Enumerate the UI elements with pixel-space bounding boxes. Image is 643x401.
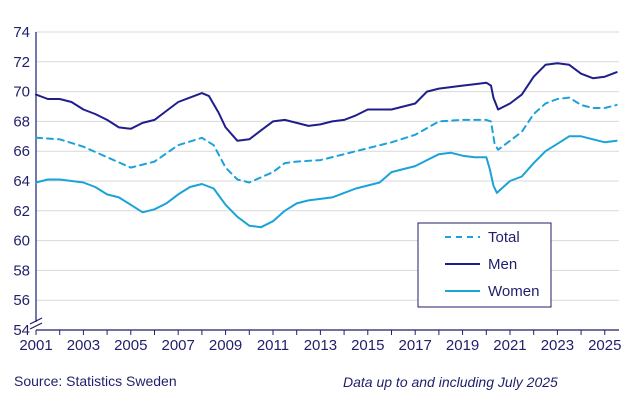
axis-break-mark-upper [29, 317, 43, 325]
y-tick-label-70: 70 [13, 84, 30, 101]
y-tick-label-56: 56 [13, 292, 30, 309]
x-tick-label-2009: 2009 [209, 337, 242, 354]
data-note: Data up to and including July 2025 [343, 374, 558, 390]
y-tick-label-68: 68 [13, 113, 30, 130]
y-tick-label-66: 66 [13, 143, 30, 160]
x-tick-label-2015: 2015 [351, 337, 384, 354]
x-tick-label-2025: 2025 [588, 337, 621, 354]
x-tick-label-2017: 2017 [398, 337, 431, 354]
line-chart: 54 56 58 60 62 64 66 68 70 72 74 2001 2003 2005 2007 20… [13, 24, 621, 354]
y-tick-label-62: 62 [13, 203, 30, 220]
x-tick-label-2001: 2001 [19, 337, 52, 354]
series-lines [35, 62, 618, 229]
y-tick-label-54: 54 [13, 322, 30, 339]
x-tick-label-2013: 2013 [304, 337, 337, 354]
legend: Total Men Women [417, 222, 552, 308]
source-text: Source: Statistics Sweden [14, 373, 177, 389]
legend-box [417, 222, 552, 308]
axis-break-mark-lower [29, 322, 43, 330]
x-tick-label-2019: 2019 [446, 337, 479, 354]
x-tick-label-2023: 2023 [541, 337, 574, 354]
grid-lines [36, 31, 619, 301]
y-tick-label-64: 64 [13, 173, 30, 190]
series-line-men [35, 62, 618, 142]
series-line-women [35, 135, 618, 229]
x-tick-label-2003: 2003 [67, 337, 100, 354]
legend-label-men: Men [488, 256, 517, 273]
legend-label-total: Total [488, 229, 520, 246]
y-tick-label-58: 58 [13, 262, 30, 279]
x-tick-label-2021: 2021 [493, 337, 526, 354]
x-tick-label-2007: 2007 [162, 337, 195, 354]
axes: 54 56 58 60 62 64 66 68 70 72 74 2001 2003 2005 2007 20… [13, 24, 621, 354]
series-line-total [35, 96, 618, 184]
x-tick-label-2011: 2011 [257, 337, 289, 354]
y-tick-label-60: 60 [13, 233, 30, 250]
y-tick-label-74: 74 [13, 24, 30, 41]
legend-label-women: Women [488, 283, 539, 300]
x-tick-label-2005: 2005 [114, 337, 147, 354]
y-tick-label-72: 72 [13, 54, 30, 71]
